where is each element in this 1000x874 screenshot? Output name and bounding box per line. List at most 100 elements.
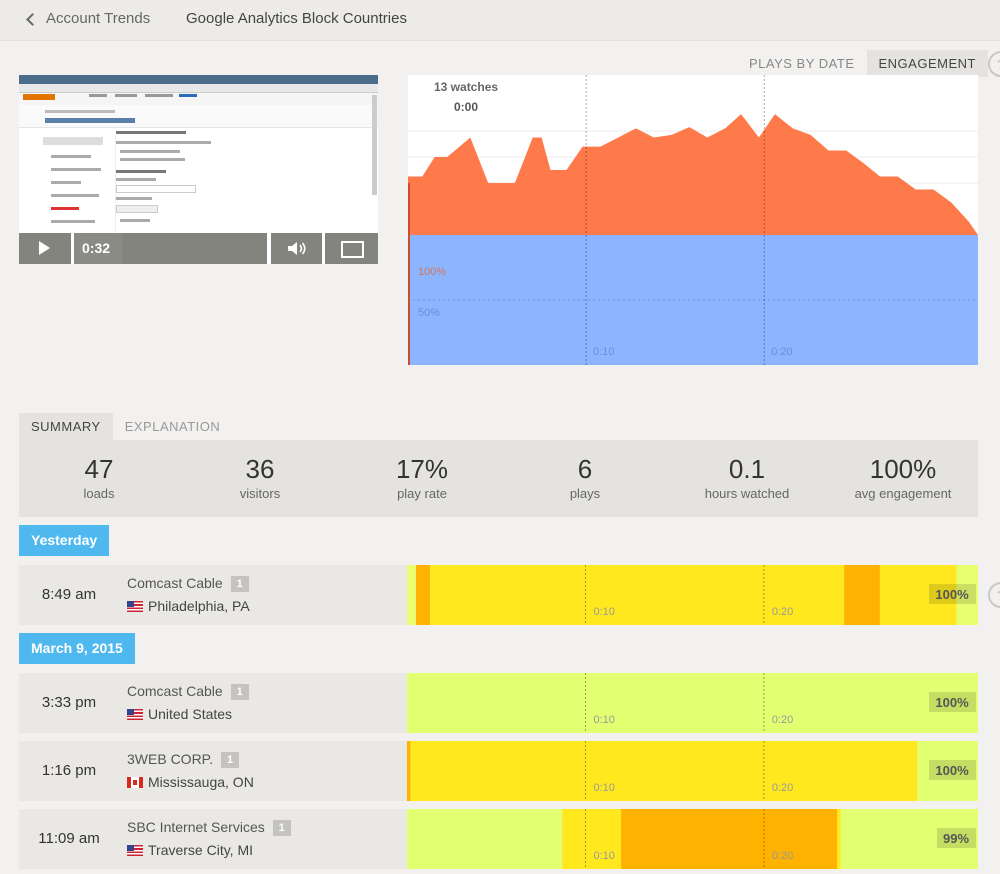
engagement-segment: [840, 809, 978, 869]
session-time: 8:49 am: [41, 586, 97, 603]
engagement-badge-bg: [929, 760, 976, 780]
engagement-segment: [430, 565, 527, 625]
engagement-badge-bg: [937, 828, 976, 848]
thumb-line: [51, 220, 95, 223]
tick-label-0-20: 0:20: [771, 346, 792, 358]
volume-icon: [288, 242, 306, 255]
top-bar: Account Trends Google Analytics Block Co…: [0, 0, 1000, 41]
isp-name: 3WEB CORP.: [127, 751, 214, 767]
location-name: Philadelphia, PA: [148, 598, 250, 614]
volume-button[interactable]: [271, 233, 322, 264]
play-count-badge: 1: [230, 576, 249, 592]
summary-tabs: SUMMARY EXPLANATION: [19, 413, 232, 440]
engagement-badge-bg: [929, 692, 976, 712]
help-icon[interactable]: ?: [988, 51, 1000, 77]
session-row[interactable]: 11:09 am SBC Internet Services 1 Traverse…: [19, 809, 978, 869]
canada-flag-icon: [127, 777, 143, 788]
engagement-segment: [956, 565, 978, 625]
help-icon[interactable]: ?: [988, 582, 1000, 608]
session-row[interactable]: 1:16 pm 3WEB CORP. 1 Mississauga, ON 0:10…: [19, 741, 978, 801]
thumb-line: [116, 205, 158, 213]
session-row[interactable]: 3:33 pm Comcast Cable 1 United States 0:1…: [19, 673, 978, 733]
thumb-line: [120, 219, 150, 222]
video-thumbnail-sidebar: [33, 135, 116, 255]
heat-tick-0-10: 0:10: [593, 714, 614, 726]
us-flag-icon: [127, 845, 143, 856]
stat-label: avg engagement: [854, 486, 952, 501]
video-thumbnail-header: [19, 105, 378, 128]
session-time: 11:09 am: [38, 830, 100, 847]
engagement-badge-bg: [929, 584, 976, 604]
engagement-segment: [407, 741, 411, 801]
heat-tick-0-10: 0:10: [593, 850, 614, 862]
engagement-percent: 99%: [943, 831, 969, 846]
heat-tick-0-20: 0:20: [772, 606, 793, 618]
session-location: Traverse City, MI: [127, 842, 253, 858]
progress-bar[interactable]: 0:32: [74, 233, 267, 264]
stat-label: loads: [83, 486, 115, 501]
engagement-segment: [410, 741, 918, 801]
thumb-line: [51, 168, 101, 171]
stat-avg-engagement: 100% avg engagement: [823, 454, 983, 501]
back-link[interactable]: Account Trends: [26, 10, 150, 27]
video-player[interactable]: 0:32: [19, 75, 378, 264]
isp-name: Comcast Cable: [127, 575, 223, 591]
thumb-line: [116, 185, 196, 193]
browser-chrome: [19, 75, 378, 84]
pct-label-100: 100%: [418, 266, 446, 278]
heat-tick-0-10: 0:10: [593, 606, 614, 618]
stat-hours-watched: 0.1 hours watched: [667, 454, 827, 501]
session-time: 3:33 pm: [41, 694, 97, 711]
session-location: Mississauga, ON: [127, 774, 254, 790]
thumb-line: [120, 150, 180, 153]
stat-value: 6: [577, 454, 593, 484]
stat-value: 47: [84, 454, 114, 484]
stat-value: 0.1: [728, 454, 766, 484]
thumb-line: [51, 181, 81, 184]
heat-tick-0-10: 0:10: [593, 782, 614, 794]
play-icon: [39, 241, 50, 255]
stat-plays: 6 plays: [505, 454, 665, 501]
engagement-segment: [837, 809, 841, 869]
stat-visitors: 36 visitors: [180, 454, 340, 501]
location-name: United States: [148, 706, 233, 722]
session-heatmap: 0:10 0:20 99%: [407, 809, 978, 869]
session-heatmap: 0:10 0:20 100%: [407, 565, 978, 625]
engagement-segment: [407, 809, 563, 869]
thumb-nav-line: [89, 94, 107, 97]
stat-play-rate: 17% play rate: [342, 454, 502, 501]
tab-engagement[interactable]: ENGAGEMENT: [866, 50, 988, 77]
play-count-badge: 1: [272, 820, 291, 836]
thumb-scrollbar: [372, 95, 377, 195]
engagement-segment: [621, 809, 837, 869]
player-controls: 0:32: [19, 233, 378, 264]
tab-summary[interactable]: SUMMARY: [19, 413, 113, 440]
session-row[interactable]: 8:49 am Comcast Cable 1 Philadelphia, PA …: [19, 565, 978, 625]
fullscreen-icon: [341, 241, 364, 258]
date-header: March 9, 2015: [19, 633, 135, 664]
play-count-badge: 1: [221, 752, 240, 768]
engagement-segment: [407, 673, 978, 733]
stat-label: visitors: [239, 486, 281, 501]
start-time-label: 0:00: [454, 100, 478, 114]
stat-label: hours watched: [704, 486, 790, 501]
tab-plays-by-date[interactable]: PLAYS BY DATE: [749, 56, 855, 71]
session-isp: 3WEB CORP. 1: [127, 751, 240, 768]
thumb-line: [116, 131, 186, 134]
watches-label: 13 watches: [434, 80, 498, 94]
play-button[interactable]: [19, 233, 71, 264]
us-flag-icon: [127, 709, 143, 720]
session-isp: Comcast Cable 1: [127, 683, 249, 700]
thumb-line: [51, 194, 99, 197]
pct-label-50: 50%: [418, 307, 440, 319]
isp-name: SBC Internet Services: [127, 819, 265, 835]
progress-fill: [74, 233, 123, 264]
page-title: Google Analytics Block Countries: [186, 10, 407, 27]
tab-explanation[interactable]: EXPLANATION: [124, 419, 221, 434]
playhead-marker: [408, 183, 410, 365]
engagement-segment: [407, 565, 416, 625]
fullscreen-button[interactable]: [325, 233, 378, 264]
stat-value: 17%: [395, 454, 449, 484]
current-time: 0:32: [82, 240, 111, 256]
us-flag-icon: [127, 601, 143, 612]
